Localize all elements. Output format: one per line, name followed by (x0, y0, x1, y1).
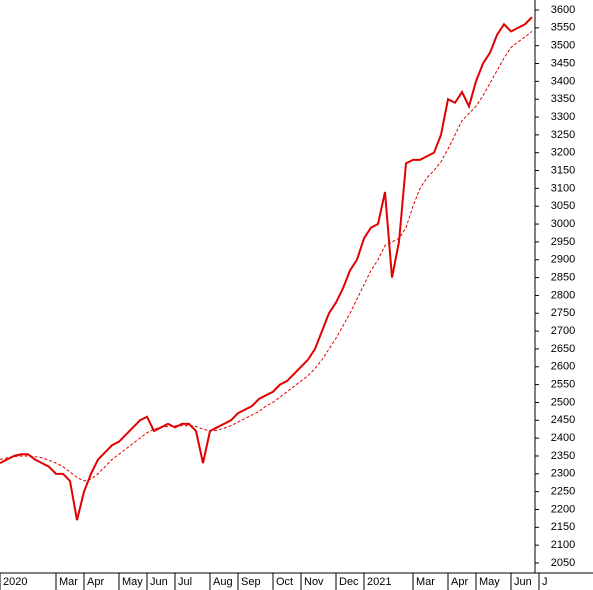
x-tick-label: May (122, 576, 143, 588)
y-tick-label: 2650 (551, 343, 575, 355)
y-tick-label: 2900 (551, 254, 575, 266)
y-tick-label: 2250 (551, 486, 575, 498)
x-tick-label: Nov (304, 576, 324, 588)
y-tick-label: 2450 (551, 414, 575, 426)
y-tick-label: 2500 (551, 396, 575, 408)
y-tick-label: 3150 (551, 164, 575, 176)
y-tick-label: 3000 (551, 218, 575, 230)
x-tick-label: May (479, 576, 500, 588)
y-tick-label: 2700 (551, 325, 575, 337)
y-tick-label: 3200 (551, 147, 575, 159)
x-tick-label: 2021 (367, 576, 391, 588)
y-tick-label: 2150 (551, 521, 575, 533)
y-tick-label: 3550 (551, 22, 575, 34)
x-tick-label: J (542, 576, 548, 588)
x-tick-label: Mar (59, 576, 78, 588)
y-tick-label: 2200 (551, 503, 575, 515)
y-tick-label: 3300 (551, 111, 575, 123)
x-tick-label: Jul (178, 576, 192, 588)
series-line (0, 31, 533, 482)
x-tick-label: Sep (241, 576, 261, 588)
x-tick-label: 2020 (3, 576, 27, 588)
x-tick-label: Jun (150, 576, 168, 588)
y-tick-label: 2850 (551, 271, 575, 283)
y-tick-label: 2400 (551, 432, 575, 444)
y-tick-label: 2600 (551, 361, 575, 373)
x-tick-label: Oct (276, 576, 293, 588)
y-tick-label: 2550 (551, 379, 575, 391)
y-tick-label: 3350 (551, 93, 575, 105)
x-tick-label: Apr (451, 576, 468, 588)
y-tick-label: 3400 (551, 75, 575, 87)
y-tick-label: 2750 (551, 307, 575, 319)
y-tick-label: 3250 (551, 129, 575, 141)
y-tick-label: 2350 (551, 450, 575, 462)
y-tick-label: 3450 (551, 57, 575, 69)
y-tick-label: 2050 (551, 557, 575, 569)
y-tick-label: 2950 (551, 236, 575, 248)
y-tick-label: 3050 (551, 200, 575, 212)
x-tick-label: Apr (87, 576, 104, 588)
x-tick-label: Dec (339, 576, 359, 588)
x-tick-label: Aug (213, 576, 233, 588)
y-tick-label: 2800 (551, 289, 575, 301)
y-tick-label: 3600 (551, 4, 575, 16)
y-tick-label: 2100 (551, 539, 575, 551)
y-tick-label: 2300 (551, 468, 575, 480)
y-tick-label: 3100 (551, 182, 575, 194)
x-tick-label: Jun (514, 576, 532, 588)
y-tick-label: 3500 (551, 40, 575, 52)
x-tick-label: Mar (416, 576, 435, 588)
